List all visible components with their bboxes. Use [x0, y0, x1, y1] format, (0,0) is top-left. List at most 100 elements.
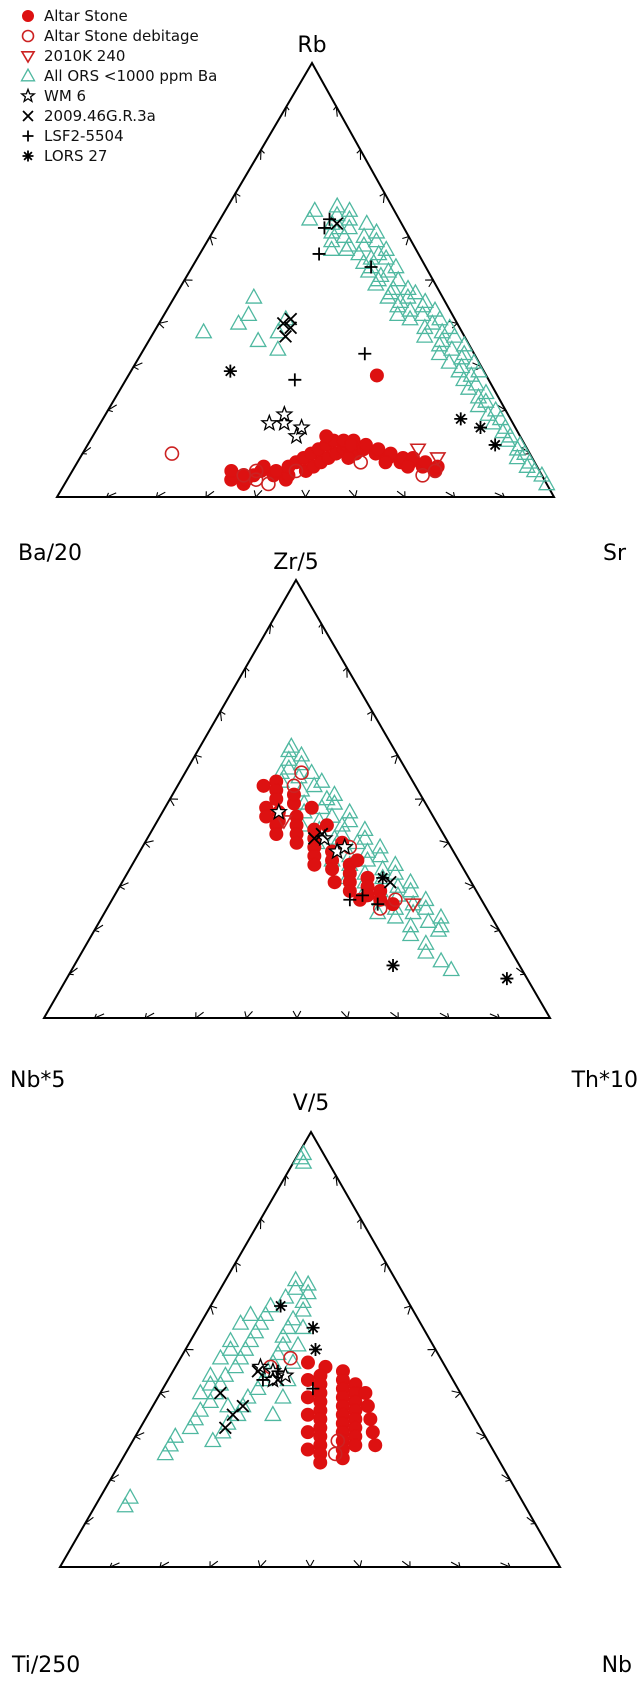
- down-triangle-icon: [20, 50, 36, 64]
- ternary-tick: [439, 840, 450, 848]
- data-point: [322, 231, 341, 248]
- legend-label: All ORS <1000 ppm Ba: [44, 67, 218, 85]
- ternary-tick: [367, 710, 373, 722]
- data-point: [371, 837, 389, 854]
- data-point: [269, 827, 284, 842]
- ternary-tick: [244, 666, 250, 678]
- data-point: [231, 1348, 250, 1365]
- data-point: [294, 1292, 312, 1308]
- open-circle-icon: [21, 29, 35, 43]
- series-all-ors-1000-ppm-ba: [116, 1144, 317, 1513]
- ternary-tick: [244, 1011, 253, 1020]
- data-point: [433, 322, 451, 339]
- series-lors-27: [274, 1299, 322, 1356]
- data-point: [292, 1148, 310, 1165]
- ternary-tick: [143, 840, 154, 848]
- data-point: [406, 283, 425, 300]
- vertex-label-top: Zr/5: [273, 550, 319, 575]
- data-point: [409, 443, 427, 458]
- data-point: [440, 353, 458, 369]
- data-point: [325, 793, 344, 810]
- data-point: [325, 862, 340, 877]
- data-point: [372, 901, 388, 916]
- data-point: [355, 235, 373, 252]
- data-point: [401, 300, 420, 317]
- ternary-tick: [445, 491, 456, 499]
- data-point: [312, 247, 326, 261]
- data-point: [284, 1309, 302, 1326]
- data-point: [219, 1396, 237, 1413]
- data-point: [340, 209, 359, 226]
- data-point: [386, 864, 405, 880]
- data-point: [305, 776, 324, 793]
- data-point: [292, 754, 311, 771]
- data-point: [470, 361, 488, 378]
- data-point: [330, 218, 349, 235]
- data-point: [369, 244, 388, 261]
- series-altar-stone: [224, 368, 445, 491]
- data-point: [365, 1425, 380, 1440]
- open-circle-icon: [21, 29, 35, 43]
- data-point: [299, 1283, 317, 1300]
- data-point: [249, 1379, 267, 1395]
- data-point: [319, 818, 334, 833]
- ternary-tick: [451, 1390, 462, 1399]
- ternary-tick: [348, 489, 358, 499]
- ternary-tick: [205, 490, 215, 499]
- data-point: [289, 835, 304, 850]
- legend-label: LSF2-5504: [44, 127, 124, 145]
- data-point: [459, 379, 478, 395]
- data-point: [516, 444, 534, 460]
- data-point: [201, 1366, 220, 1382]
- data-point: [251, 1357, 270, 1375]
- series-2009-46g-r-3a: [213, 1364, 285, 1435]
- ternary-tick: [159, 1561, 170, 1569]
- data-point: [116, 1496, 134, 1513]
- ternary-tick: [169, 798, 179, 807]
- series-lsf2-5504: [256, 1364, 320, 1396]
- x-cross-icon: [22, 110, 34, 122]
- data-point: [274, 1335, 292, 1352]
- data-point: [283, 1350, 298, 1366]
- asterisk-icon: [22, 150, 34, 162]
- ternary-tick: [501, 1474, 512, 1482]
- data-point: [356, 820, 374, 836]
- data-point: [358, 437, 373, 452]
- ternary-tick: [195, 1011, 204, 1020]
- data-point: [335, 1451, 350, 1466]
- data-point: [327, 1446, 343, 1462]
- data-point: [274, 1326, 292, 1343]
- data-point: [304, 800, 319, 815]
- up-triangle-icon: [20, 67, 36, 82]
- data-point: [358, 1386, 373, 1400]
- data-point: [121, 1487, 139, 1504]
- legend-item-wm-6: WM 6: [0, 86, 260, 106]
- ternary-tick: [81, 446, 92, 455]
- data-point: [359, 261, 378, 278]
- data-point: [276, 1287, 295, 1304]
- ternary-tick: [390, 754, 399, 764]
- data-point: [216, 1366, 235, 1382]
- data-point: [286, 1270, 305, 1287]
- ternary-panel-zr-nb-th: Zr/5 Nb*5 Th*10: [10, 550, 638, 1093]
- data-point: [323, 212, 337, 226]
- data-point: [287, 426, 306, 445]
- data-point: [388, 296, 407, 313]
- data-point: [479, 405, 497, 421]
- data-point: [279, 750, 298, 766]
- ternary-tick: [414, 798, 424, 807]
- data-point: [249, 331, 267, 348]
- data-point: [166, 1427, 185, 1443]
- data-point: [213, 1422, 232, 1439]
- ternary-tick: [184, 1348, 194, 1357]
- data-point: [469, 387, 488, 404]
- data-point: [416, 318, 434, 335]
- data-point: [508, 439, 527, 456]
- star-icon: [19, 87, 37, 103]
- data-point: [491, 409, 510, 426]
- ternary-tick: [489, 1013, 501, 1020]
- data-point: [344, 437, 359, 452]
- series-wm-6: [260, 404, 311, 445]
- ternary-tick: [235, 1261, 241, 1273]
- ternary-tick: [425, 279, 434, 288]
